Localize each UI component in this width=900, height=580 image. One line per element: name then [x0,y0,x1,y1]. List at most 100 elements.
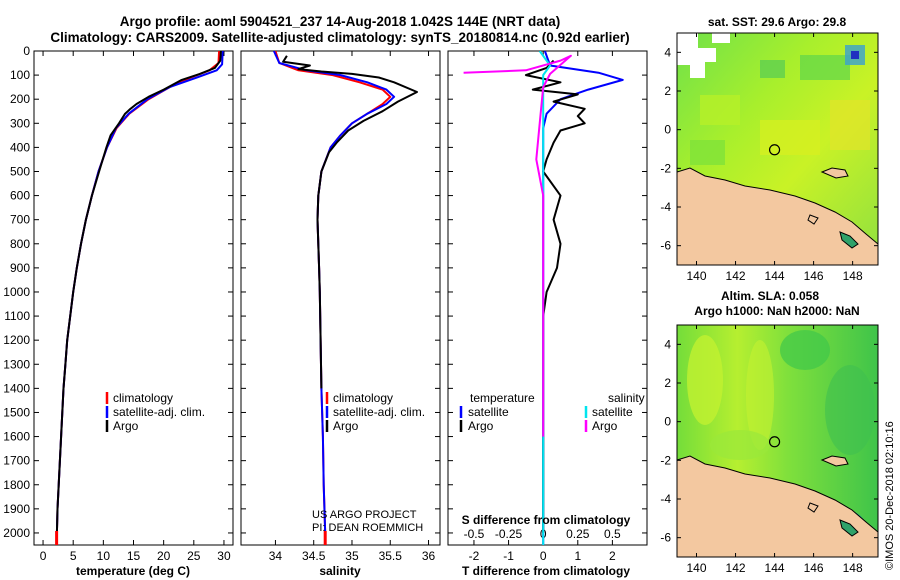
sst-missing-data [712,33,730,43]
lat-tick-label: 0 [664,415,671,429]
difference-depth-ticks [448,50,647,534]
difference-x-ticks: -2 -1 0 1 2 [469,51,616,563]
depth-tick-label: 0 [23,44,30,58]
legend-t-argo-label: Argo [468,419,494,433]
s-tick-label: 0.25 [566,527,590,541]
x-tick-label: 0 [40,549,47,563]
x-tick-label: 0 [540,549,547,563]
x-tick-label: -1 [503,549,514,563]
salinity-x-ticks: 34 34.5 35 35.5 36 [269,51,436,563]
legend-climatology-label: climatology [113,391,173,405]
legend-temperature-header: temperature [470,391,535,405]
lon-tick-label: 148 [843,269,863,283]
sst-float-marker [768,144,781,156]
legend-t-satellite-label: satellite [468,405,509,419]
sst-missing-data [690,60,704,72]
salinity-panel: 34 34.5 35 35.5 36 salinity climatology sate… [240,50,441,578]
salinity-legend: climatology satellite-adj. clim. Argo [325,391,425,433]
sla-map-panel: Altim. SLA: 0.058 Argo h1000: NaN h2000:… [660,289,879,575]
x-tick-label: 2 [609,549,616,563]
lon-tick-label: 146 [804,269,824,283]
x-tick-label: 20 [157,549,171,563]
sst-land-island [807,214,819,225]
depth-tick-label: 1400 [3,381,30,395]
sla-lon-ticks: 140 142 144 146 148 [686,325,863,575]
depth-ticks: 0 100 200 300 400 500 600 700 800 900 1000 1100 1200… [3,44,233,540]
sla-blob [687,335,723,425]
x-tick-label: 30 [217,549,231,563]
salinity-x-label: salinity [319,564,361,578]
s-tick-label: -0.5 [464,527,485,541]
depth-tick-label: 200 [10,92,30,106]
legend-climatology-label: climatology [333,391,393,405]
depth-tick-label: 2000 [3,526,30,540]
lat-tick-label: -2 [660,161,671,175]
x-tick-label: 5 [70,549,77,563]
sst-patch [690,140,725,165]
lon-tick-label: 140 [686,269,706,283]
header-line2: Climatology: CARS2009. Satellite-adjuste… [50,30,629,45]
depth-tick-label: 1200 [3,333,30,347]
sla-blob [746,340,774,450]
lat-tick-label: -6 [660,239,671,253]
temperature-x-label: temperature (deg C) [76,564,190,578]
s-tick-label: -0.25 [495,527,523,541]
sst-patch [760,60,785,78]
sla-land-island [839,519,859,537]
legend-s-satellite-label: satellite [592,405,633,419]
x-tick-label: 35.5 [379,549,403,563]
depth-tick-label: 800 [10,237,30,251]
depth-tick-label: 1000 [3,285,30,299]
lon-tick-label: 142 [726,561,746,575]
sst-map-frame [676,32,879,266]
lat-tick-label: 2 [664,376,671,390]
depth-tick-label: 1100 [4,309,30,323]
sla-blob [710,430,770,460]
difference-series [463,51,624,545]
legend-argo-label: Argo [333,419,359,433]
lat-tick-label: 4 [664,45,671,59]
legend-s-argo-label: Argo [592,419,618,433]
x-tick-label: -2 [469,549,480,563]
salinity-depth-ticks [241,50,440,534]
depth-tick-label: 900 [10,261,30,275]
sla-land-island [820,455,849,467]
lon-tick-label: 142 [726,269,746,283]
series-salinity-argo [463,54,572,437]
depth-tick-label: 700 [10,213,30,227]
lon-tick-label: 148 [843,561,863,575]
x-tick-label: 35 [345,549,359,563]
series-argo [55,51,222,534]
depth-tick-label: 500 [10,164,30,178]
lat-tick-label: 4 [664,337,671,351]
series-temperature-argo [524,59,586,533]
difference-top-x-label: S difference from climatology [462,513,631,527]
sla-blob [780,330,830,370]
lon-tick-label: 144 [765,269,785,283]
depth-tick-label: 1300 [3,357,30,371]
sla-lat-ticks: -6 -4 -2 0 2 4 [660,337,878,545]
lat-tick-label: -4 [660,492,671,506]
sla-map-subtitle: Argo h1000: NaN h2000: NaN [694,304,859,318]
imos-credit: ©IMOS 20-Dec-2018 02:10:16 [884,421,896,570]
depth-tick-label: 1700 [3,454,30,468]
sla-land-new-guinea [677,455,878,557]
depth-tick-label: 600 [10,189,30,203]
sst-patch [700,95,740,125]
sst-map-field [677,33,878,265]
x-tick-label: 15 [127,549,141,563]
sla-map-frame [676,324,879,558]
difference-legend: temperature salinity satellite Argo sate… [459,391,645,433]
legend-argo-label: Argo [113,419,139,433]
temperature-legend: climatology satellite-adj. clim. Argo [105,391,205,433]
lon-tick-label: 140 [686,561,706,575]
legend-salinity-header: salinity [608,391,645,405]
header-line1: Argo profile: aoml 5904521_237 14-Aug-20… [120,14,560,29]
salinity-axes-frame [240,50,441,546]
series-argo [282,55,418,389]
sst-patch [800,55,850,80]
depth-tick-label: 400 [10,140,30,154]
temperature-axes-frame [33,50,234,546]
